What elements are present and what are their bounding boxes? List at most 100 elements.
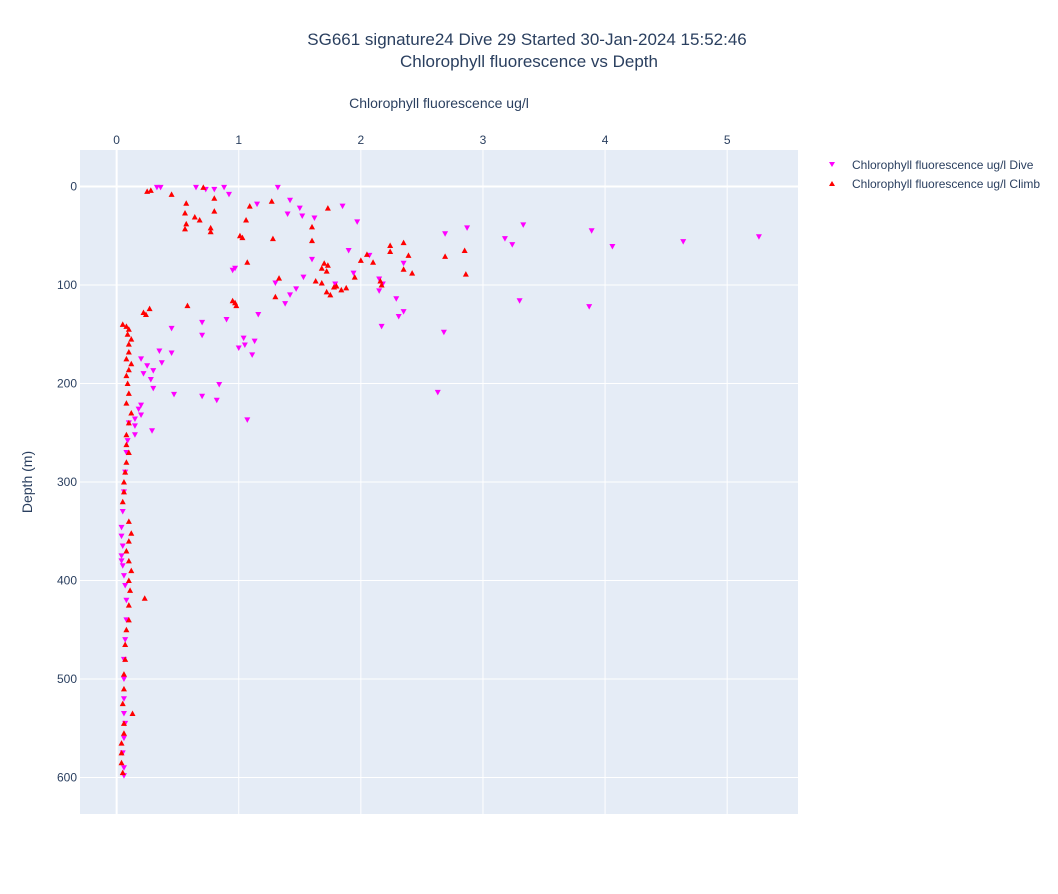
x-axis-title: Chlorophyll fluorescence ug/l <box>349 95 529 111</box>
climb-point <box>387 242 394 249</box>
dive-point <box>311 215 318 221</box>
climb-point <box>338 286 345 293</box>
dive-point <box>119 563 126 569</box>
y-tick-label: 200 <box>57 376 77 390</box>
climb-point <box>124 380 131 386</box>
climb-point <box>123 626 130 633</box>
x-tick-label: 2 <box>358 133 365 147</box>
climb-point <box>318 265 325 271</box>
climb-point <box>244 259 251 265</box>
dive-point <box>680 239 687 245</box>
climb-point <box>123 400 130 406</box>
climb-point <box>200 184 207 190</box>
climb-point <box>182 225 189 232</box>
data-points <box>118 184 762 779</box>
climb-point <box>128 336 135 342</box>
dive-point <box>586 304 593 310</box>
legend[interactable]: Chlorophyll fluorescence ug/l Dive Chlor… <box>829 158 1040 191</box>
climb-point <box>351 274 358 280</box>
climb-point <box>461 247 468 253</box>
legend-label-climb: Chlorophyll fluorescence ug/l Climb <box>852 177 1040 191</box>
climb-point <box>323 288 330 295</box>
dive-point <box>168 325 175 332</box>
climb-point <box>120 479 127 485</box>
dive-point <box>120 696 127 702</box>
dive-point <box>150 368 157 374</box>
legend-marker-climb <box>829 181 835 186</box>
climb-point <box>123 547 130 554</box>
chart-title: SG661 signature24 Dive 29 Started 30-Jan… <box>307 30 746 49</box>
dive-point <box>138 356 145 362</box>
climb-point <box>357 257 364 263</box>
climb-point <box>125 390 132 396</box>
y-tick-label: 400 <box>57 574 77 588</box>
climb-point <box>125 577 132 584</box>
climb-point <box>207 228 214 235</box>
dive-point <box>755 234 762 240</box>
climb-point <box>246 203 253 209</box>
dive-point <box>158 360 165 366</box>
dive-point <box>609 244 616 250</box>
dive-point <box>135 406 142 413</box>
dive-point <box>588 228 595 234</box>
legend-item-dive[interactable]: Chlorophyll fluorescence ug/l Dive <box>829 158 1034 172</box>
dive-point <box>123 597 130 604</box>
climb-point <box>118 749 125 756</box>
dive-point <box>118 533 125 540</box>
dive-point <box>156 348 163 354</box>
climb-point <box>442 253 449 259</box>
climb-point <box>183 220 190 227</box>
climb-point <box>409 270 416 276</box>
climb-point <box>123 323 130 329</box>
dive-point <box>393 296 400 302</box>
legend-item-climb[interactable]: Chlorophyll fluorescence ug/l Climb <box>829 177 1040 191</box>
climb-point <box>123 355 130 362</box>
climb-point <box>462 271 469 277</box>
dive-point <box>199 319 206 326</box>
dive-point <box>300 274 307 281</box>
dive-point <box>147 377 154 383</box>
climb-point <box>127 587 134 593</box>
climb-point <box>268 198 275 204</box>
dive-point <box>509 242 516 248</box>
x-tick-label: 3 <box>480 133 487 147</box>
climb-point <box>196 216 203 223</box>
dive-point <box>138 402 145 409</box>
dive-point <box>150 385 157 392</box>
climb-point <box>327 291 334 298</box>
climb-point <box>120 685 127 692</box>
dive-point <box>293 286 300 292</box>
dive-point <box>332 281 339 287</box>
climb-point <box>309 237 316 244</box>
climb-point <box>118 740 125 746</box>
dive-point <box>501 236 508 242</box>
dive-point <box>118 524 125 531</box>
climb-point <box>125 518 132 524</box>
climb-point <box>233 302 240 309</box>
dive-point <box>440 329 447 336</box>
y-axis-ticks: 0 100 200 300 400 500 600 <box>57 179 77 784</box>
x-axis-ticks: 0 1 2 3 4 5 <box>113 133 731 147</box>
dive-point <box>140 371 147 377</box>
dive-point <box>244 417 251 423</box>
climb-point <box>128 530 135 536</box>
dive-point <box>120 765 127 771</box>
climb-point <box>269 235 276 242</box>
climb-point <box>363 251 370 257</box>
climb-point <box>128 567 135 574</box>
climb-point <box>125 341 132 347</box>
dive-point <box>299 213 306 220</box>
dive-point <box>376 288 383 294</box>
climb-point <box>312 278 319 284</box>
climb-point <box>125 538 132 544</box>
x-tick-label: 1 <box>235 133 242 147</box>
dive-point <box>149 428 156 434</box>
dive-point <box>168 350 175 356</box>
climb-point <box>377 278 384 284</box>
dive-point <box>213 397 220 404</box>
climb-point <box>239 234 246 241</box>
climb-point <box>125 366 132 373</box>
x-tick-label: 5 <box>724 133 731 147</box>
dive-point <box>378 323 385 330</box>
